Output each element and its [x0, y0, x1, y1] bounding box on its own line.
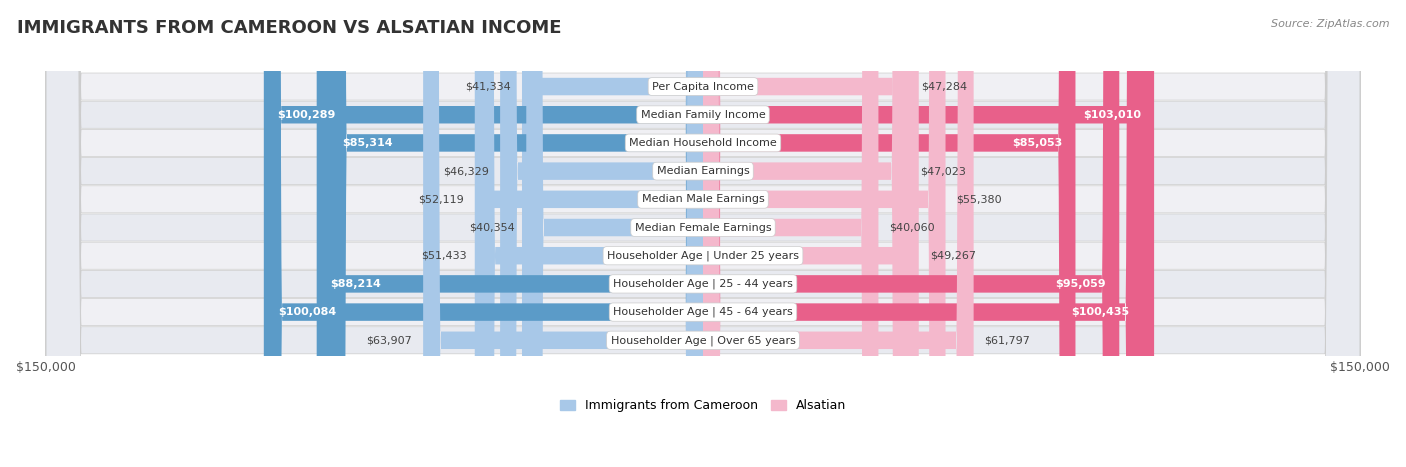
Text: $85,053: $85,053	[1012, 138, 1063, 148]
Text: $41,334: $41,334	[465, 82, 510, 92]
Text: Median Family Income: Median Family Income	[641, 110, 765, 120]
FancyBboxPatch shape	[264, 0, 703, 467]
Text: $100,084: $100,084	[278, 307, 336, 317]
FancyBboxPatch shape	[46, 0, 1360, 467]
Text: IMMIGRANTS FROM CAMEROON VS ALSATIAN INCOME: IMMIGRANTS FROM CAMEROON VS ALSATIAN INC…	[17, 19, 561, 37]
FancyBboxPatch shape	[46, 0, 1360, 467]
Text: $47,284: $47,284	[921, 82, 967, 92]
Text: Median Female Earnings: Median Female Earnings	[634, 222, 772, 233]
Text: Householder Age | Over 65 years: Householder Age | Over 65 years	[610, 335, 796, 346]
Text: $55,380: $55,380	[956, 194, 1002, 205]
FancyBboxPatch shape	[703, 0, 973, 467]
Text: $95,059: $95,059	[1056, 279, 1107, 289]
FancyBboxPatch shape	[264, 0, 703, 467]
Text: Source: ZipAtlas.com: Source: ZipAtlas.com	[1271, 19, 1389, 28]
FancyBboxPatch shape	[703, 0, 945, 467]
FancyBboxPatch shape	[46, 0, 1360, 467]
FancyBboxPatch shape	[703, 0, 1143, 467]
FancyBboxPatch shape	[329, 0, 703, 467]
FancyBboxPatch shape	[46, 0, 1360, 467]
Text: Median Household Income: Median Household Income	[628, 138, 778, 148]
Text: $46,329: $46,329	[443, 166, 489, 176]
Text: Median Male Earnings: Median Male Earnings	[641, 194, 765, 205]
FancyBboxPatch shape	[475, 0, 703, 467]
FancyBboxPatch shape	[703, 0, 1076, 467]
FancyBboxPatch shape	[522, 0, 703, 467]
Text: $49,267: $49,267	[929, 251, 976, 261]
Text: $40,060: $40,060	[890, 222, 935, 233]
FancyBboxPatch shape	[703, 0, 1154, 467]
FancyBboxPatch shape	[46, 0, 1360, 467]
FancyBboxPatch shape	[423, 0, 703, 467]
FancyBboxPatch shape	[526, 0, 703, 467]
FancyBboxPatch shape	[703, 0, 918, 467]
Text: $85,314: $85,314	[343, 138, 394, 148]
FancyBboxPatch shape	[46, 0, 1360, 467]
FancyBboxPatch shape	[316, 0, 703, 467]
FancyBboxPatch shape	[501, 0, 703, 467]
Text: Householder Age | Under 25 years: Householder Age | Under 25 years	[607, 250, 799, 261]
FancyBboxPatch shape	[46, 0, 1360, 467]
Text: $52,119: $52,119	[418, 194, 464, 205]
FancyBboxPatch shape	[703, 0, 910, 467]
Text: $47,023: $47,023	[920, 166, 966, 176]
FancyBboxPatch shape	[46, 0, 1360, 467]
Text: $103,010: $103,010	[1083, 110, 1142, 120]
FancyBboxPatch shape	[703, 0, 1119, 467]
FancyBboxPatch shape	[703, 0, 908, 467]
Text: $40,354: $40,354	[470, 222, 516, 233]
FancyBboxPatch shape	[46, 0, 1360, 467]
Text: Householder Age | 45 - 64 years: Householder Age | 45 - 64 years	[613, 307, 793, 318]
Text: $61,797: $61,797	[984, 335, 1031, 345]
FancyBboxPatch shape	[703, 0, 879, 467]
Text: $100,435: $100,435	[1071, 307, 1129, 317]
Text: Householder Age | 25 - 44 years: Householder Age | 25 - 44 years	[613, 279, 793, 289]
Legend: Immigrants from Cameroon, Alsatian: Immigrants from Cameroon, Alsatian	[560, 399, 846, 412]
Text: $88,214: $88,214	[330, 279, 381, 289]
Text: Per Capita Income: Per Capita Income	[652, 82, 754, 92]
Text: $63,907: $63,907	[367, 335, 412, 345]
FancyBboxPatch shape	[478, 0, 703, 467]
Text: $100,289: $100,289	[277, 110, 335, 120]
FancyBboxPatch shape	[46, 0, 1360, 467]
Text: Median Earnings: Median Earnings	[657, 166, 749, 176]
Text: $51,433: $51,433	[422, 251, 467, 261]
